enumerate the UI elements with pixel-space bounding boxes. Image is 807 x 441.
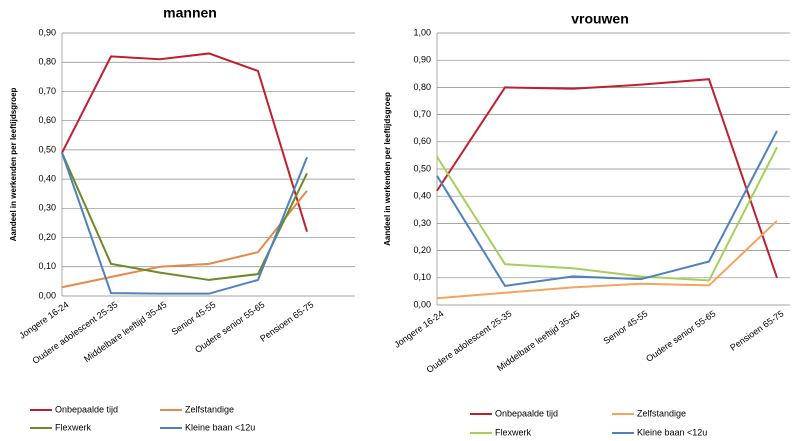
y-tick-label: 0,90 — [413, 55, 431, 65]
legend-label: Flexwerk — [55, 422, 92, 432]
y-tick-label: 0,20 — [38, 232, 56, 242]
y-tick-label: 0,40 — [38, 173, 56, 183]
y-tick-label: 0,70 — [413, 109, 431, 119]
series-line — [436, 78, 778, 279]
y-tick-label: 0,80 — [413, 82, 431, 92]
series-line — [61, 190, 308, 289]
y-tick-label: 0,00 — [38, 290, 56, 300]
x-tick-label: Oudere adolescent 25-35 — [31, 299, 120, 365]
series-line — [61, 152, 308, 295]
x-tick-label: Pensioen 65-75 — [258, 299, 315, 343]
legend-label: Onbepaalde tijd — [495, 408, 558, 418]
y-axis-label: Aandeel in werkenden per leeftijdsgroep — [383, 92, 392, 246]
y-tick-label: 0,30 — [38, 203, 56, 213]
x-tick-label: Senior 45-55 — [170, 299, 218, 337]
series-line — [436, 146, 778, 282]
y-tick-label: 0,30 — [413, 218, 431, 228]
y-tick-label: 0,60 — [38, 115, 56, 125]
x-tick-label: Oudere senior 55-65 — [644, 308, 717, 364]
y-tick-label: 0,50 — [413, 163, 431, 173]
legend-label: Flexwerk — [495, 427, 532, 437]
legend-label: Zelfstandige — [185, 404, 234, 414]
series-line — [436, 219, 778, 300]
series-line — [61, 52, 308, 233]
legend-label: Onbepaalde tijd — [55, 404, 118, 414]
chart-title: mannen — [163, 5, 217, 21]
y-tick-label: 0,20 — [413, 245, 431, 255]
legend-label: Kleine baan <12u — [637, 427, 707, 437]
y-tick-label: 0,10 — [413, 272, 431, 282]
y-tick-label: 0,90 — [38, 27, 56, 37]
y-tick-label: 0,80 — [38, 57, 56, 67]
y-tick-label: 0,60 — [413, 136, 431, 146]
y-tick-label: 0,70 — [38, 86, 56, 96]
legend-label: Kleine baan <12u — [185, 422, 255, 432]
chart-title: vrouwen — [571, 11, 629, 27]
legend-label: Zelfstandige — [637, 408, 686, 418]
y-axis-label: Aandeel in werkenden per leeftijdsgroep — [9, 87, 18, 241]
y-tick-label: 0,40 — [413, 191, 431, 201]
y-tick-label: 1,00 — [413, 27, 431, 37]
y-tick-label: 0,00 — [413, 299, 431, 309]
x-tick-label: Senior 45-55 — [602, 308, 650, 346]
series-line — [436, 130, 778, 288]
y-tick-label: 0,10 — [38, 261, 56, 271]
x-tick-label: Middelbare leeftijd 35-45 — [82, 299, 168, 364]
x-tick-label: Pensioen 65-75 — [728, 308, 785, 352]
x-tick-label: Jongere 16-24 — [392, 308, 445, 349]
y-tick-label: 0,50 — [38, 144, 56, 154]
